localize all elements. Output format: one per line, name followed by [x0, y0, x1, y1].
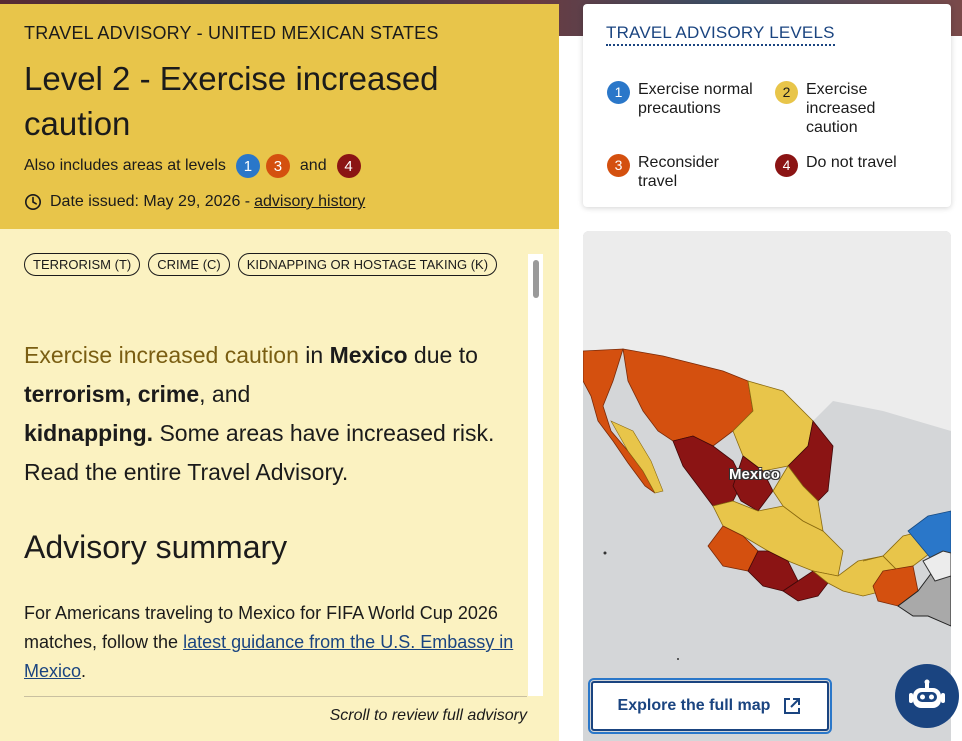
- advisory-history-link[interactable]: advisory history: [254, 193, 366, 210]
- intro-terrorism: terrorism: [24, 381, 125, 407]
- advisory-scroll-area[interactable]: TERRORISM (T) CRIME (C) KIDNAPPING OR HO…: [0, 229, 545, 692]
- advisory-level-title: Level 2 - Exercise increased caution: [24, 60, 439, 142]
- advisory-summary-text: For Americans traveling to Mexico for FI…: [24, 599, 514, 686]
- summary-text: For Americans traveling to Mexico for FI…: [24, 603, 498, 652]
- external-link-icon: [784, 698, 801, 714]
- mexico-map: [583, 231, 951, 741]
- summary-text: .: [81, 661, 87, 681]
- tag-kidnapping: KIDNAPPING OR HOSTAGE TAKING (K): [237, 253, 498, 276]
- intro-crime: crime: [137, 381, 200, 407]
- also-and-text: and: [299, 157, 327, 174]
- legend-item-level-1: 1 Exercise normal precautions: [607, 80, 766, 118]
- threat-tags: TERRORISM (T) CRIME (C) KIDNAPPING OR HO…: [24, 253, 504, 276]
- level-3-badge: 3: [265, 154, 290, 178]
- robot-icon: [909, 679, 945, 708]
- also-includes-text: Also includes areas at levels: [24, 157, 226, 174]
- legend-label: Do not travel: [806, 154, 897, 171]
- divider: [24, 696, 527, 697]
- advisory-panel: TRAVEL ADVISORY - UNITED MEXICAN STATES …: [0, 4, 559, 741]
- advisory-kicker: TRAVEL ADVISORY - UNITED MEXICAN STATES: [24, 23, 439, 43]
- chatbot-button[interactable]: [895, 664, 959, 728]
- advisory-map[interactable]: Mexico: [583, 231, 951, 741]
- legend-item-level-2: 2 Exercise increased caution: [775, 80, 896, 137]
- advisory-header: TRAVEL ADVISORY - UNITED MEXICAN STATES …: [0, 4, 559, 229]
- scrollbar-track[interactable]: [528, 254, 543, 696]
- intro-text: ,: [124, 381, 138, 407]
- legend-label: Exercise increased caution: [806, 81, 876, 136]
- intro-text: due to: [407, 342, 478, 368]
- level-2-badge: 2: [775, 81, 798, 104]
- explore-full-map-button[interactable]: Explore the full map: [588, 678, 832, 734]
- advisory-intro: Exercise increased caution in Mexico due…: [24, 336, 514, 492]
- embassy-guidance-link[interactable]: latest guidance from the U.S. Embassy in…: [24, 632, 514, 681]
- advisory-levels-legend: TRAVEL ADVISORY LEVELS 1 Exercise normal…: [583, 4, 951, 207]
- also-includes-row: Also includes areas at levels 1 3 and 4: [24, 154, 361, 178]
- legend-item-level-3: 3 Reconsider travel: [607, 153, 738, 191]
- intro-kidnapping: kidnapping.: [24, 420, 154, 446]
- date-issued-text: Date issued: May 29, 2026 -: [50, 193, 251, 210]
- level-4-badge: 4: [336, 154, 361, 178]
- intro-text: in: [298, 342, 330, 368]
- level-1-badge: 1: [607, 81, 630, 104]
- map-country-label: Mexico: [729, 466, 780, 483]
- level-1-badge: 1: [235, 154, 260, 178]
- tag-terrorism: TERRORISM (T): [24, 253, 141, 276]
- legend-label: Exercise normal precautions: [638, 81, 753, 117]
- date-issued-row: Date issued: May 29, 2026 - advisory his…: [24, 193, 365, 211]
- tag-crime: CRIME (C): [148, 253, 230, 276]
- intro-text: Some areas have increased risk. Read the…: [24, 420, 495, 485]
- explore-button-label: Explore the full map: [617, 697, 771, 714]
- scrollbar-thumb[interactable]: [533, 260, 539, 298]
- intro-country: Mexico: [329, 342, 408, 368]
- advisory-summary-heading: Advisory summary: [24, 529, 288, 565]
- intro-highlight: Exercise increased caution: [24, 342, 299, 368]
- legend-item-level-4: 4 Do not travel: [775, 153, 934, 177]
- clock-icon: [24, 193, 42, 211]
- level-4-badge: 4: [775, 154, 798, 177]
- legend-label: Reconsider travel: [638, 154, 719, 190]
- intro-text: , and: [199, 381, 251, 407]
- level-3-badge: 3: [607, 154, 630, 177]
- scroll-hint: Scroll to review full advisory: [329, 707, 527, 724]
- legend-title[interactable]: TRAVEL ADVISORY LEVELS: [606, 23, 835, 46]
